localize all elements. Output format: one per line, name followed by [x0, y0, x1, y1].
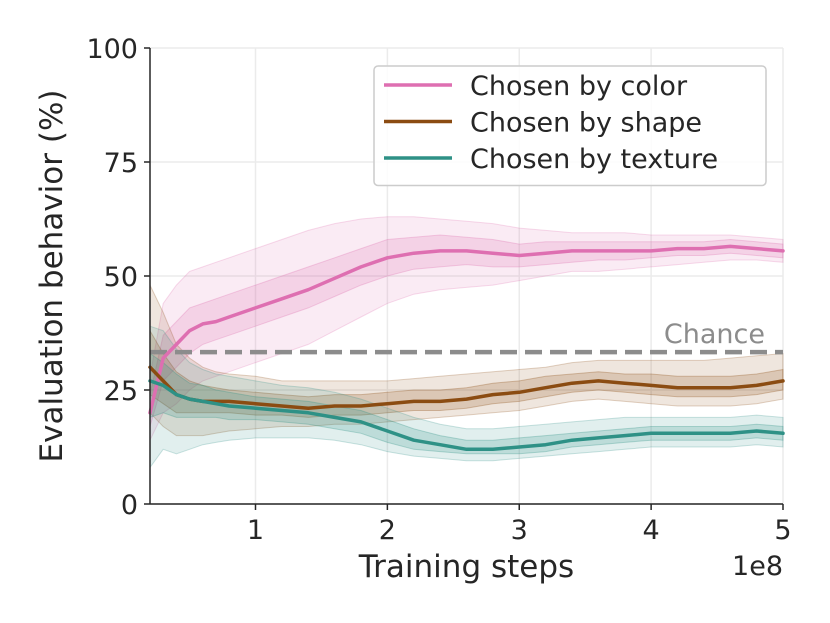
- x-axis-multiplier: 1e8: [732, 551, 783, 582]
- legend-label-chosen-by-texture: Chosen by texture: [470, 144, 718, 175]
- x-tick-label: 4: [643, 515, 660, 546]
- y-axis-title: Evaluation behavior (%): [34, 90, 70, 463]
- band-inner-chosen-by-texture: [149, 352, 784, 455]
- band-outer-chosen-by-shape: [149, 284, 784, 437]
- y-tick-label: 75: [104, 148, 138, 179]
- y-tick-label: 100: [86, 34, 138, 65]
- band-outer-chosen-by-texture: [149, 325, 784, 470]
- legend-box: [373, 65, 767, 187]
- x-axis-title: Training steps: [358, 549, 574, 585]
- y-tick-label: 0: [121, 490, 138, 521]
- chance-label: Chance: [664, 319, 765, 350]
- legend: Chosen by color Chosen by shape Chosen by …: [373, 65, 767, 187]
- x-tick-label: 5: [774, 515, 791, 546]
- x-tick-label: 3: [511, 515, 528, 546]
- chance-reference: Chance: [150, 319, 783, 355]
- legend-label-chosen-by-shape: Chosen by shape: [470, 108, 702, 139]
- x-tick-label: 1: [247, 515, 264, 546]
- series-lines: [148, 244, 785, 452]
- band-inner-chosen-by-color: [149, 234, 784, 427]
- series-line-chosen-by-color: [148, 244, 785, 415]
- legend-label-chosen-by-color: Chosen by color: [470, 71, 688, 102]
- series-line-chosen-by-texture: [148, 379, 785, 452]
- y-tick-label: 50: [104, 262, 138, 293]
- x-tick-label: 2: [379, 515, 396, 546]
- y-tick-label: 25: [104, 376, 138, 407]
